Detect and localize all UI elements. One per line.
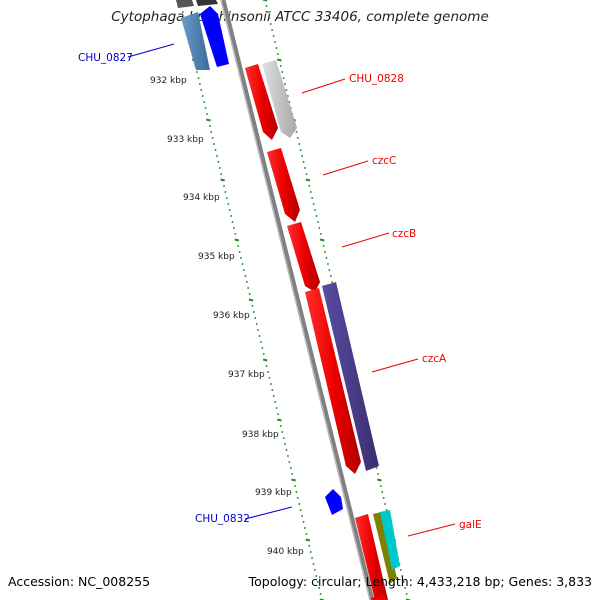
leader-czca [371,358,419,373]
label-gale[interactable]: galE [459,519,482,531]
gene-blue-small-top[interactable] [200,6,229,67]
label-czca[interactable]: czcA [422,353,447,365]
left-scale-ticks [177,0,325,600]
gene-chu0832[interactable] [325,489,343,515]
kbp-label-934: 934 kbp [183,193,220,203]
left-scale-major-tick [277,418,282,422]
genome-backbone-shade [220,0,371,600]
right-scale-major-tick [377,478,382,482]
left-scale-major-tick [248,298,254,302]
kbp-label-935: 935 kbp [198,252,235,262]
genome-backbone [220,0,375,600]
gene-czcb[interactable] [287,222,320,292]
label-chu0832[interactable]: CHU_0832 [195,513,250,525]
label-czcc[interactable]: czcC [372,155,396,167]
leader-czcb [341,232,390,248]
left-scale-major-tick [291,478,296,482]
gene-red-bottom[interactable] [371,594,386,600]
right-scale-major-tick [319,238,325,242]
leader-chu0827 [127,43,175,58]
right-scale-major-tick [305,178,311,182]
gene-gale[interactable] [355,514,388,600]
kbp-label-937: 937 kbp [228,370,265,380]
kbp-label-936: 936 kbp [213,311,250,321]
gene-chu0828[interactable] [262,60,297,138]
gene-top-dark[interactable] [176,0,194,8]
kbp-label-932: 932 kbp [150,76,187,86]
genome-summary-text: Topology: circular; Length: 4,433,218 bp… [248,574,592,589]
gene-top-dark-2[interactable] [196,0,218,6]
right-scale-major-tick [262,0,268,2]
label-chu0828[interactable]: CHU_0828 [349,73,404,85]
gene-red-a[interactable] [245,64,278,140]
kbp-label-933: 933 kbp [167,135,204,145]
label-czcb[interactable]: czcB [392,228,416,240]
label-chu0827[interactable]: CHU_0827 [78,52,133,64]
left-scale-major-tick [305,538,311,542]
gene-olive[interactable] [373,512,397,584]
gene-czca[interactable] [322,282,379,471]
leader-czcc [322,160,369,176]
left-scale-major-tick [220,178,225,182]
accession-text: Accession: NC_008255 [8,574,151,589]
gene-chu0827[interactable] [181,12,210,70]
leader-chu0832 [244,506,293,520]
kbp-label-939: 939 kbp [255,488,292,498]
gene-red-long[interactable] [305,288,361,474]
kbp-label-940: 940 kbp [267,547,304,557]
gene-cyan[interactable] [380,510,400,570]
left-scale-major-tick [206,118,211,122]
gene-czcc[interactable] [267,148,300,222]
left-scale-major-tick [234,238,240,242]
leader-chu0828 [301,78,346,94]
leader-gale [407,523,456,537]
kbp-label-938: 938 kbp [242,430,279,440]
kbp-labels: 932 kbp 933 kbp 934 kbp 935 kbp 936 kbp … [150,76,304,557]
left-scale-major-tick [262,358,268,362]
right-scale-major-tick [276,58,282,62]
